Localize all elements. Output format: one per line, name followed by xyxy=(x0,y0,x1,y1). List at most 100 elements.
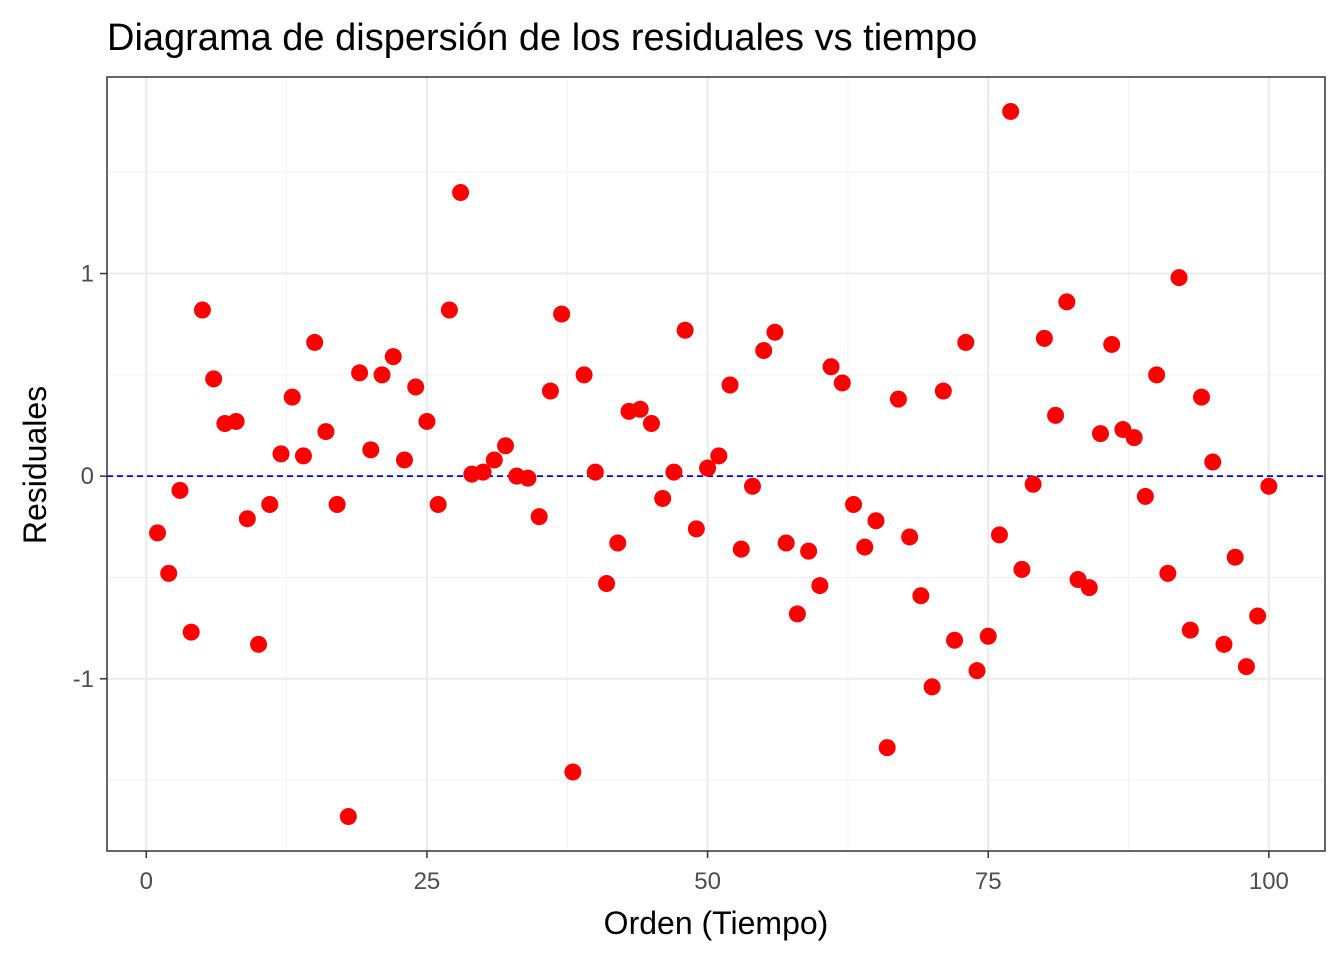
chart-title: Diagrama de dispersión de los residuales… xyxy=(107,17,977,59)
data-point xyxy=(732,540,750,558)
data-point xyxy=(1204,453,1222,471)
data-point xyxy=(845,496,863,514)
data-point xyxy=(822,358,840,376)
data-point xyxy=(193,301,211,319)
data-point xyxy=(1181,621,1199,639)
data-point xyxy=(777,534,795,552)
x-tick-label: 0 xyxy=(140,868,153,895)
data-point xyxy=(395,451,413,469)
x-axis-title: Orden (Tiempo) xyxy=(604,905,829,941)
data-point xyxy=(261,496,279,514)
data-point xyxy=(238,510,256,528)
data-point xyxy=(182,623,200,641)
data-point xyxy=(923,678,941,696)
data-point xyxy=(1226,548,1244,566)
data-point xyxy=(878,739,896,757)
y-tick-label: -1 xyxy=(73,666,94,693)
data-point xyxy=(250,635,268,653)
data-point xyxy=(474,463,492,481)
data-point xyxy=(149,524,167,542)
data-point xyxy=(317,423,335,441)
data-point xyxy=(283,388,301,406)
data-point xyxy=(530,508,548,526)
major-gridlines xyxy=(107,77,1325,851)
x-tick-label: 25 xyxy=(414,868,441,895)
data-point xyxy=(418,412,436,430)
data-point xyxy=(800,542,818,560)
data-point xyxy=(294,447,312,465)
data-point xyxy=(934,382,952,400)
data-point xyxy=(901,528,919,546)
data-point xyxy=(598,575,616,593)
data-point xyxy=(1148,366,1166,384)
data-point xyxy=(373,366,391,384)
x-tick-label: 75 xyxy=(975,868,1002,895)
data-point xyxy=(497,437,515,455)
data-point xyxy=(1058,293,1076,311)
data-point xyxy=(1080,579,1098,597)
data-point xyxy=(642,414,660,432)
data-point xyxy=(609,534,627,552)
data-point xyxy=(665,463,683,481)
data-point xyxy=(1024,475,1042,493)
data-point xyxy=(1136,487,1154,505)
data-point xyxy=(856,538,874,556)
data-point xyxy=(1260,477,1278,495)
data-point xyxy=(586,463,604,481)
y-axis-ticks: -1 0 1 xyxy=(73,261,107,693)
y-tick-label: 0 xyxy=(81,463,94,490)
data-point xyxy=(1237,658,1255,676)
data-point xyxy=(1103,335,1121,353)
data-point xyxy=(541,382,559,400)
data-point xyxy=(362,441,380,459)
data-point xyxy=(867,512,885,530)
x-axis-ticks: 0 25 50 75 100 xyxy=(140,851,1289,895)
data-point xyxy=(968,662,986,680)
data-point xyxy=(957,333,975,351)
data-point xyxy=(272,445,290,463)
data-point xyxy=(743,477,761,495)
data-point xyxy=(1170,269,1188,287)
data-point xyxy=(676,321,694,339)
data-point xyxy=(1125,429,1143,447)
data-point xyxy=(339,808,357,826)
data-point xyxy=(699,459,717,477)
data-point xyxy=(1002,102,1020,120)
data-point xyxy=(889,390,907,408)
data-point xyxy=(1035,329,1053,347)
data-points xyxy=(149,102,1278,826)
data-point xyxy=(912,587,930,605)
data-point xyxy=(990,526,1008,544)
data-point xyxy=(553,305,571,323)
data-point xyxy=(710,447,728,465)
data-point xyxy=(227,412,245,430)
data-point xyxy=(407,378,425,396)
x-tick-label: 100 xyxy=(1249,868,1289,895)
data-point xyxy=(1215,635,1233,653)
data-point xyxy=(833,374,851,392)
data-point xyxy=(1091,425,1109,443)
data-point xyxy=(519,469,537,487)
data-point xyxy=(755,342,773,360)
minor-gridlines xyxy=(107,77,1325,851)
data-point xyxy=(205,370,223,388)
data-point xyxy=(687,520,705,538)
data-point xyxy=(564,763,582,781)
data-point xyxy=(351,364,369,382)
x-tick-label: 50 xyxy=(694,868,721,895)
data-point xyxy=(306,333,324,351)
data-point xyxy=(160,564,178,582)
data-point xyxy=(485,451,503,469)
data-point xyxy=(1013,560,1031,578)
data-point xyxy=(811,577,829,595)
data-point xyxy=(1249,607,1267,625)
data-point xyxy=(440,301,458,319)
data-point xyxy=(429,496,447,514)
data-point xyxy=(575,366,593,384)
data-point xyxy=(766,323,784,341)
data-point xyxy=(1159,564,1177,582)
data-point xyxy=(452,183,470,201)
data-point xyxy=(384,348,402,366)
data-point xyxy=(631,400,649,418)
